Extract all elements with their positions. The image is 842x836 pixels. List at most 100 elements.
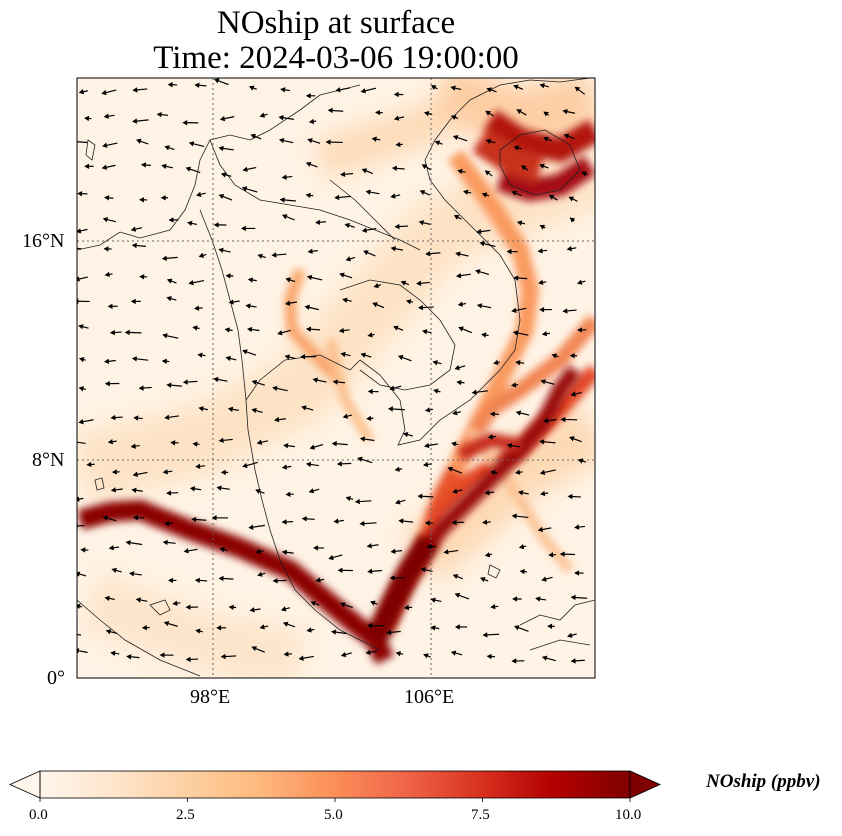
wind-arrow-head: [420, 567, 426, 573]
wind-arrow-head: [164, 520, 170, 527]
wind-arrow-head: [424, 442, 430, 449]
wind-arrow-head: [365, 189, 371, 195]
wind-arrow-head: [336, 461, 342, 467]
wind-arrow-head: [103, 113, 109, 119]
wind-arrow-head: [447, 466, 454, 472]
wind-arrow-head: [84, 115, 90, 122]
wind-arrow-head: [84, 163, 90, 170]
wind-arrow-head: [454, 624, 460, 630]
wind-arrow-head: [559, 551, 565, 557]
wind-arrow-head: [373, 282, 379, 289]
wind-arrow-head: [430, 85, 437, 90]
wind-arrow-head: [421, 164, 428, 170]
wind-arrow-head: [305, 192, 311, 199]
wind-arrow-head: [108, 545, 114, 551]
wind-arrow-head: [426, 543, 432, 550]
wind-arrow-head: [111, 469, 117, 475]
wind-arrow-head: [397, 355, 404, 361]
wind-arrow-head: [308, 118, 315, 125]
wind-arrow-head: [78, 89, 85, 95]
wind-arrow-head: [423, 111, 430, 117]
wind-arrow-head: [490, 604, 496, 610]
wind-arrow-head: [247, 326, 253, 333]
wind-arrow-head: [425, 250, 431, 257]
wind-arrow: [77, 441, 86, 445]
wind-arrow-head: [240, 225, 246, 232]
colorbar-tick-2-5: 2.5: [176, 807, 195, 823]
wind-arrow-head: [256, 439, 263, 445]
wind-arrow-head: [400, 280, 407, 286]
wind-arrow-head: [305, 93, 311, 99]
wind-arrow-head: [102, 515, 108, 521]
wind-arrow-head: [192, 325, 198, 331]
wind-arrow-head: [562, 108, 568, 115]
wind-arrow-head: [189, 486, 196, 492]
wind-arrow-head: [133, 415, 139, 421]
wind-arrow-head: [220, 172, 227, 178]
wind-arrow-head: [251, 379, 258, 386]
wind-arrow-head: [161, 255, 167, 261]
wind-arrow-head: [185, 656, 191, 663]
wind-arrow-head: [393, 115, 400, 121]
wind-arrow-head: [481, 192, 488, 198]
wind-arrow-head: [160, 195, 166, 201]
wind-arrow-head: [484, 489, 490, 496]
wind-arrow-head: [78, 386, 84, 392]
wind-arrow-head: [574, 524, 580, 530]
wind-arrow-head: [482, 632, 488, 638]
wind-arrow-head: [214, 78, 220, 84]
wind-arrow-head: [454, 592, 461, 598]
wind-arrow-head: [540, 490, 546, 497]
wind-arrow-head: [283, 443, 289, 449]
wind-arrow-head: [162, 333, 168, 339]
wind-arrow-head: [280, 606, 287, 612]
wind-arrow-head: [535, 596, 541, 602]
wind-arrow-head: [393, 325, 399, 331]
wind-arrow-head: [216, 485, 222, 491]
wind-arrow-head: [334, 194, 340, 201]
wind-arrow-head: [188, 141, 195, 147]
wind-arrow-head: [325, 139, 331, 145]
wind-arrow-head: [187, 220, 193, 227]
title-line-2: Time: 2024-03-06 19:00:00: [153, 40, 519, 76]
wind-arrow-head: [284, 354, 290, 360]
wind-arrow-head: [272, 385, 278, 392]
wind-arrow-head: [506, 248, 512, 255]
wind-arrow-head: [543, 417, 549, 424]
wind-arrow-head: [345, 495, 351, 502]
wind-arrow-head: [537, 526, 544, 533]
wind-arrow-head: [104, 595, 110, 602]
wind-arrow-head: [162, 469, 168, 475]
wind-arrow-head: [512, 596, 518, 602]
wind-arrow-head: [132, 118, 138, 124]
wind-arrow-head: [182, 379, 188, 385]
wind-arrow-head: [390, 193, 396, 199]
wind-arrow-head: [541, 576, 547, 582]
wind-arrow-head: [457, 301, 464, 307]
wind-arrow-head: [285, 277, 291, 283]
wind-arrow-head: [367, 568, 373, 575]
wind-arrow-head: [539, 469, 546, 476]
wind-arrow-head: [430, 597, 436, 603]
wind-arrow-head: [107, 439, 114, 445]
wind-arrow-head: [418, 304, 424, 311]
wind-arrow-head: [305, 326, 312, 332]
wind-arrow-head: [80, 547, 86, 553]
colorbar-label: NOship (ppbv): [706, 771, 821, 792]
wind-arrow-head: [434, 140, 441, 146]
wind-arrow-head: [395, 141, 401, 148]
wind-arrow-head: [218, 145, 224, 152]
wind-arrow-head: [166, 490, 172, 496]
title-line-1: NOship at surface: [216, 5, 456, 41]
wind-arrow-head: [104, 195, 110, 201]
wind-arrow-head: [129, 571, 135, 577]
wind-arrow-head: [198, 406, 204, 412]
wind-arrow-head: [301, 516, 307, 522]
wind-arrow-head: [485, 110, 491, 116]
wind-arrow-head: [132, 87, 138, 93]
wind-arrow-head: [220, 653, 226, 660]
wind-arrow-head: [454, 365, 460, 371]
wind-arrow-head: [255, 488, 261, 494]
wind-arrow-head: [340, 602, 346, 608]
wind-arrow-head: [450, 85, 456, 91]
